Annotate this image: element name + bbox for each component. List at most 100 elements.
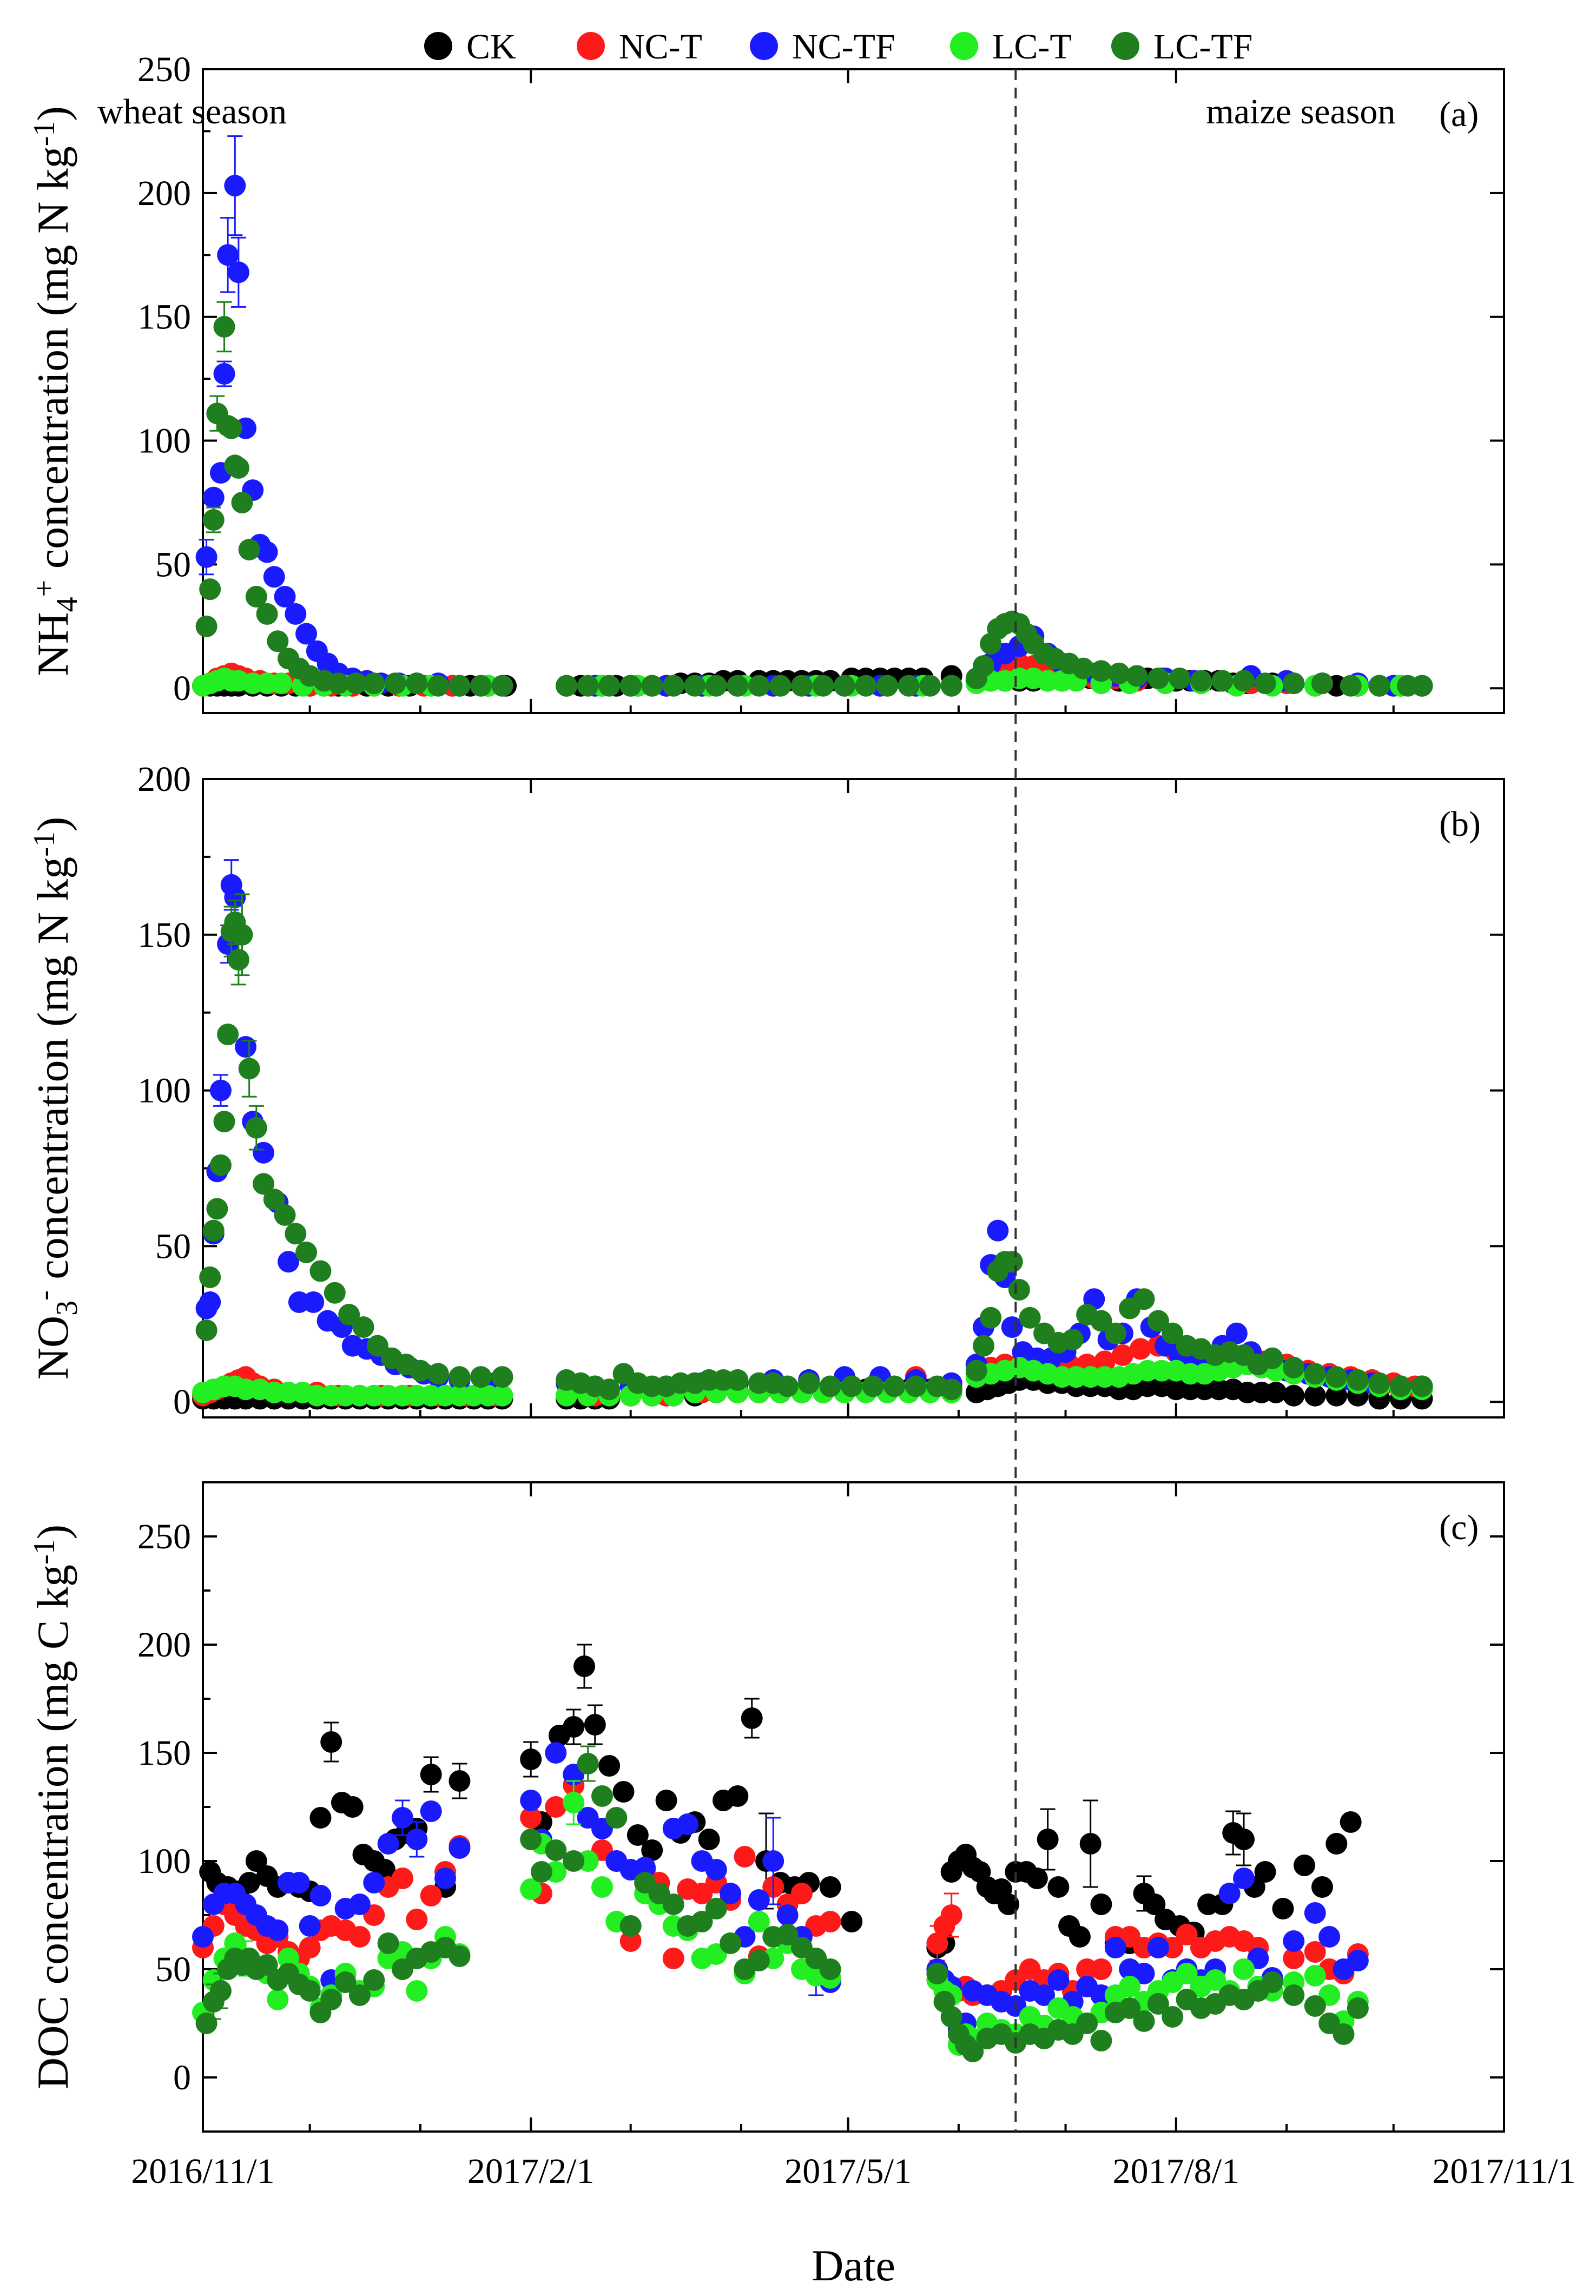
data-point	[1265, 1381, 1287, 1403]
data-point	[987, 1219, 1009, 1242]
data-point	[1233, 670, 1255, 692]
data-point	[231, 491, 253, 513]
data-point	[1261, 1347, 1283, 1369]
data-point	[227, 948, 249, 971]
data-point	[876, 675, 899, 697]
data-point	[1304, 1941, 1326, 1963]
y-axis-title-part: 3	[50, 1301, 84, 1316]
legend-marker-ck	[424, 32, 452, 60]
data-point	[299, 1980, 321, 2002]
data-point	[1304, 1965, 1326, 1987]
data-point	[1162, 2006, 1184, 2028]
data-point	[819, 1911, 841, 1932]
data-point	[1318, 1926, 1341, 1948]
data-point	[295, 623, 318, 645]
y-tick-label: 100	[137, 421, 191, 461]
y-tick-label: 150	[137, 298, 191, 337]
data-point	[965, 1360, 987, 1382]
data-point	[612, 1781, 635, 1803]
data-point	[598, 675, 621, 697]
data-point	[427, 675, 449, 697]
data-point	[245, 585, 267, 608]
data-point	[309, 1885, 332, 1906]
panel-a: 0 50 100 150 200 250 NH4+ concentration (mg N …	[28, 50, 1505, 714]
data-point	[691, 1911, 713, 1932]
data-point	[1347, 1997, 1369, 2019]
data-point	[1090, 1893, 1112, 1915]
data-point	[199, 578, 221, 601]
data-point	[267, 1989, 289, 2010]
data-point	[449, 1366, 471, 1388]
data-point	[220, 417, 242, 439]
data-point	[491, 675, 513, 697]
data-point	[224, 1932, 246, 1954]
data-point	[973, 1335, 994, 1357]
data-point	[898, 675, 920, 697]
data-point	[299, 1937, 321, 1958]
data-point	[573, 1655, 596, 1677]
data-point	[253, 1173, 275, 1195]
data-point	[1072, 657, 1094, 679]
season-label: maize season	[1206, 92, 1395, 131]
data-point	[267, 630, 289, 652]
data-point	[1389, 1375, 1412, 1397]
data-point	[348, 1893, 371, 1915]
data-point	[940, 675, 962, 697]
data-point	[741, 1707, 763, 1729]
data-point	[926, 1963, 948, 1984]
data-point	[1311, 1876, 1333, 1898]
data-point	[577, 675, 599, 697]
data-point	[1233, 1829, 1255, 1850]
data-point	[420, 1885, 442, 1906]
data-point	[345, 672, 367, 695]
panel-c: 0 50 100 150 200 250 DOC concentration (mg C k…	[28, 1481, 1505, 2133]
data-point	[940, 1378, 962, 1401]
data-point	[698, 1829, 720, 1850]
data-point	[309, 1260, 332, 1282]
data-point	[563, 1850, 585, 1872]
data-point	[776, 1375, 799, 1397]
data-point	[434, 1868, 457, 1889]
data-point	[263, 566, 285, 588]
data-point	[1211, 670, 1234, 692]
data-point	[662, 1948, 684, 1969]
data-point	[217, 1024, 239, 1045]
data-point	[1190, 670, 1212, 692]
data-point	[1311, 672, 1333, 695]
data-point	[1176, 1963, 1198, 1984]
data-point	[520, 1878, 542, 1900]
series-lc-tf	[195, 1745, 1369, 2062]
data-point	[962, 2041, 984, 2062]
data-point	[309, 1807, 332, 1829]
data-point	[1147, 1993, 1169, 2015]
data-point	[520, 1790, 542, 1811]
data-point	[834, 675, 856, 697]
data-point	[217, 244, 239, 266]
data-point	[662, 675, 684, 697]
legend-marker-nc-tf	[750, 32, 778, 60]
data-point	[841, 1911, 863, 1932]
data-point	[720, 1883, 742, 1904]
data-point	[1304, 1363, 1326, 1385]
data-point	[598, 1378, 621, 1401]
y-tick-label: 250	[137, 50, 191, 89]
data-point	[348, 1926, 371, 1948]
data-point	[619, 1930, 642, 1952]
data-point	[338, 1304, 360, 1326]
data-point	[727, 1785, 749, 1807]
data-point	[1133, 2010, 1155, 2032]
x-tick-label: 2017/8/1	[1112, 2152, 1239, 2191]
data-point	[274, 1204, 296, 1226]
data-point	[748, 675, 770, 697]
data-point	[862, 1375, 884, 1397]
y-axis-title-part: 4	[50, 597, 84, 612]
data-point	[1340, 675, 1362, 697]
data-point	[677, 1813, 699, 1835]
data-point	[299, 1915, 321, 1937]
data-point	[420, 1764, 442, 1785]
data-point	[705, 1898, 727, 1919]
data-point	[202, 509, 225, 531]
data-point	[1294, 1855, 1316, 1876]
data-point	[883, 1375, 906, 1397]
